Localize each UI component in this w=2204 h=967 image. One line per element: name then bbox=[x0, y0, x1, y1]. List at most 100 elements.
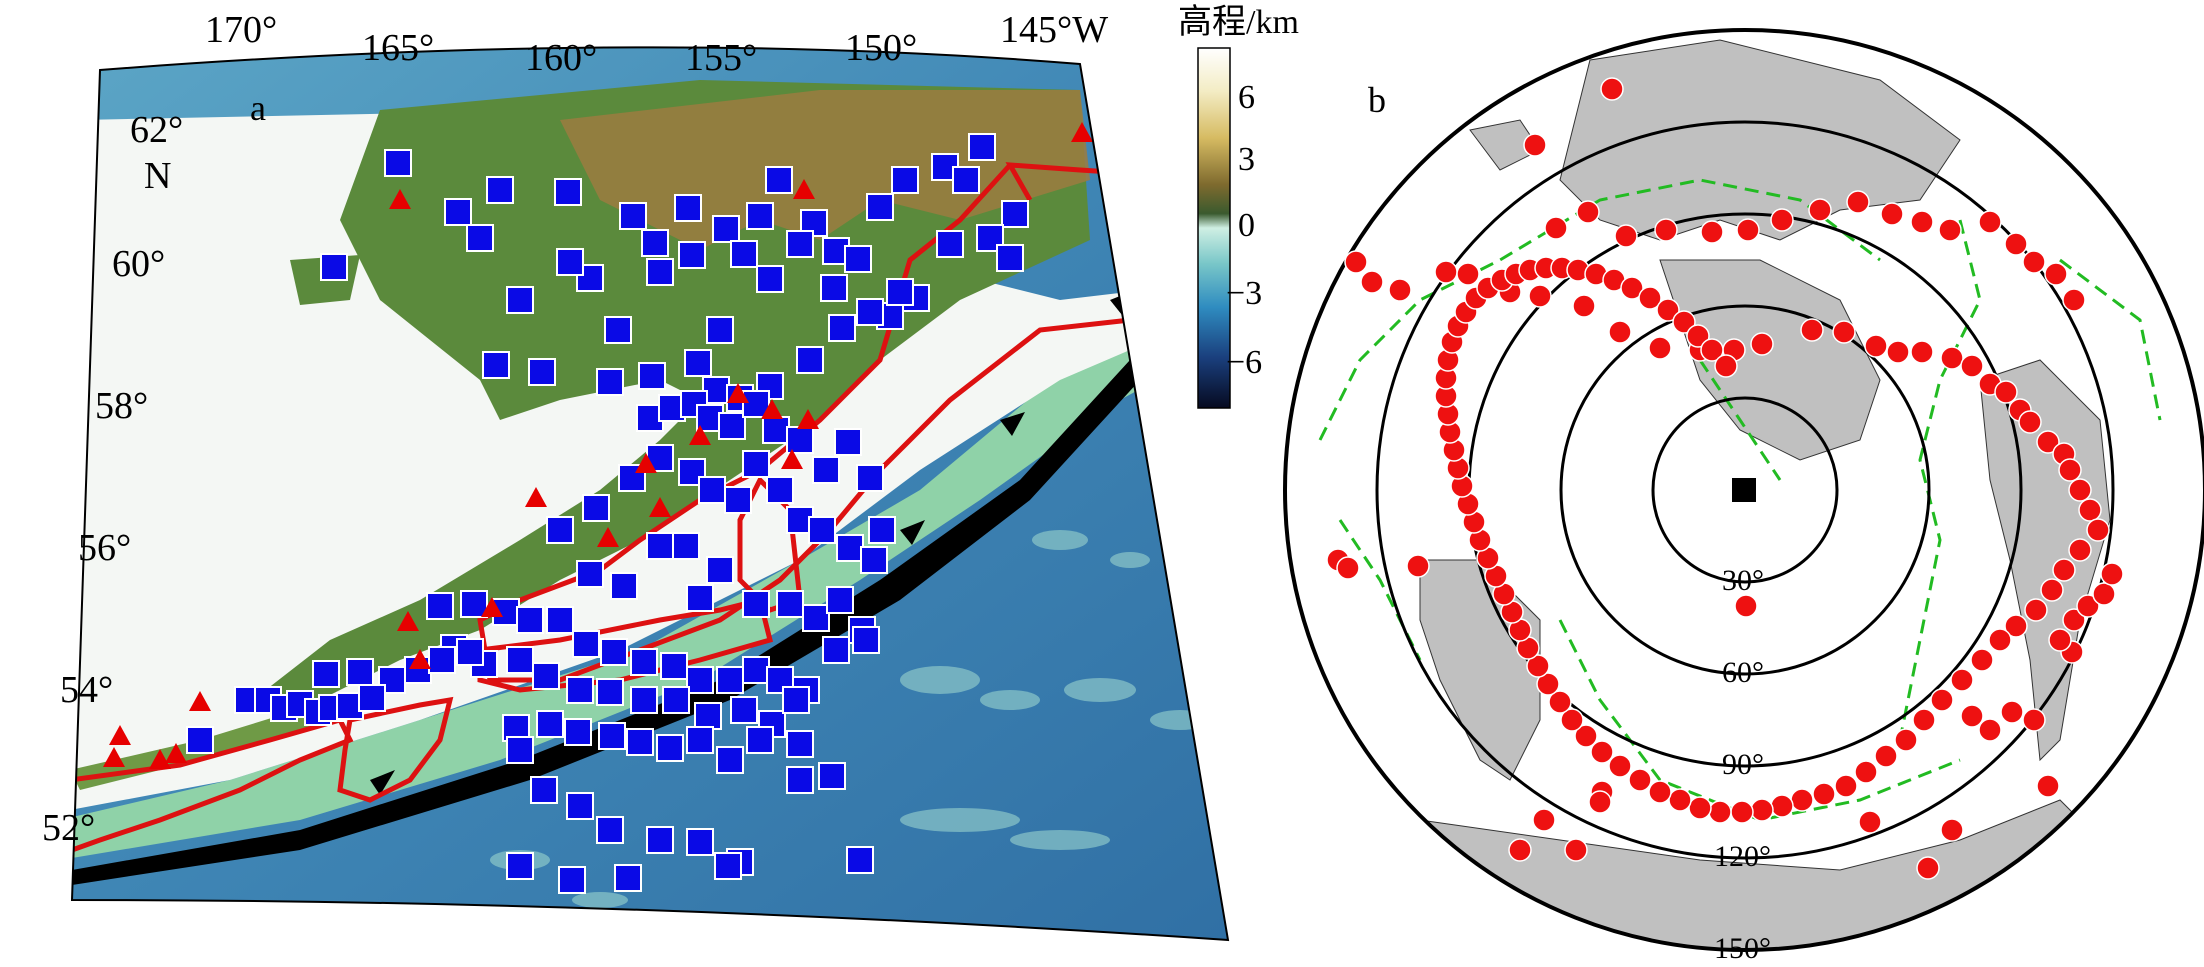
volcano-triangle-8 bbox=[635, 453, 657, 473]
lat-tick-54: 54° bbox=[60, 669, 113, 711]
event-circle-52 bbox=[2040, 578, 2064, 602]
event-circle-137 bbox=[2092, 582, 2116, 606]
station-square-47 bbox=[828, 314, 856, 342]
lon-tick-150: 150° bbox=[845, 27, 917, 69]
event-circle-23 bbox=[1434, 260, 1458, 284]
station-square-6 bbox=[576, 264, 604, 292]
station-square-65 bbox=[724, 486, 752, 514]
station-square-110 bbox=[694, 702, 722, 730]
event-circle-128 bbox=[1940, 818, 1964, 842]
station-square-100 bbox=[822, 636, 850, 664]
station-square-83 bbox=[802, 604, 830, 632]
event-circle-127 bbox=[1916, 856, 1940, 880]
event-circle-113 bbox=[1656, 298, 1680, 322]
event-circle-75 bbox=[1590, 740, 1614, 764]
station-square-93 bbox=[630, 648, 658, 676]
event-circle-111 bbox=[1620, 276, 1644, 300]
colorbar-tick-6: 6 bbox=[1238, 79, 1255, 116]
volcano-triangle-4 bbox=[525, 487, 547, 507]
station-square-20 bbox=[1001, 200, 1029, 228]
station-square-139 bbox=[506, 736, 534, 764]
lon-tick-155: 155° bbox=[685, 37, 757, 79]
station-square-97 bbox=[742, 656, 770, 684]
event-circle-115 bbox=[1686, 324, 1710, 348]
station-square-148 bbox=[614, 864, 642, 892]
event-circle-3 bbox=[1576, 200, 1600, 224]
ring-150 bbox=[1283, 28, 2204, 952]
event-circle-71 bbox=[1668, 788, 1692, 812]
station-square-41 bbox=[638, 362, 666, 390]
station-square-58 bbox=[812, 456, 840, 484]
station-square-5 bbox=[554, 178, 582, 206]
station-square-2 bbox=[320, 253, 348, 281]
station-square-78 bbox=[672, 532, 700, 560]
volcano-triangle-12 bbox=[481, 597, 503, 617]
event-circle-63 bbox=[1834, 774, 1858, 798]
event-circle-136 bbox=[2076, 594, 2100, 618]
event-circle-134 bbox=[2048, 628, 2072, 652]
event-circle-53 bbox=[2024, 598, 2048, 622]
event-circle-14 bbox=[1938, 218, 1962, 242]
lon-tick-170: 170° bbox=[205, 9, 277, 51]
station-square-146 bbox=[506, 852, 534, 880]
station-square-152 bbox=[846, 846, 874, 874]
event-circle-50 bbox=[2068, 538, 2092, 562]
event-circle-12 bbox=[1880, 202, 1904, 226]
colorbar-tick-3: 3 bbox=[1238, 141, 1255, 178]
event-circle-26 bbox=[1528, 284, 1552, 308]
volcano-triangle-15 bbox=[165, 743, 187, 763]
station-markers bbox=[186, 133, 1029, 894]
station-square-111 bbox=[730, 696, 758, 724]
station-square-136 bbox=[716, 746, 744, 774]
station-square-30 bbox=[786, 230, 814, 258]
event-circle-32 bbox=[1750, 332, 1774, 356]
event-circle-62 bbox=[1854, 760, 1878, 784]
event-circle-34 bbox=[1832, 320, 1856, 344]
ring-120 bbox=[1375, 120, 2115, 860]
volcano-triangle-17 bbox=[149, 749, 171, 769]
event-circle-140 bbox=[1858, 810, 1882, 834]
outline-lobe bbox=[337, 696, 454, 803]
station-square-127 bbox=[358, 684, 386, 712]
station-square-114 bbox=[312, 660, 340, 688]
event-circle-35 bbox=[1864, 334, 1888, 358]
event-circle-116 bbox=[1700, 338, 1724, 362]
station-square-89 bbox=[516, 606, 544, 634]
station-square-66 bbox=[742, 450, 770, 478]
event-circle-119 bbox=[1336, 556, 1360, 580]
event-circle-37 bbox=[1910, 340, 1934, 364]
panel-b-globe: 30° 60° 90° 120° 150° b bbox=[1283, 28, 2204, 965]
station-square-72 bbox=[868, 516, 896, 544]
station-square-128 bbox=[186, 726, 214, 754]
event-circle-28 bbox=[1608, 320, 1632, 344]
station-square-105 bbox=[532, 662, 560, 690]
station-square-37 bbox=[996, 244, 1024, 272]
station-square-147 bbox=[558, 866, 586, 894]
volcano-triangle-10 bbox=[761, 399, 783, 419]
station-square-79 bbox=[686, 584, 714, 612]
station-square-1 bbox=[384, 149, 412, 177]
event-circle-47 bbox=[2068, 478, 2092, 502]
station-square-140 bbox=[530, 776, 558, 804]
station-square-137 bbox=[746, 726, 774, 754]
event-circle-65 bbox=[1790, 788, 1814, 812]
station-square-91 bbox=[572, 630, 600, 658]
center-station bbox=[1732, 478, 1756, 502]
station-square-27 bbox=[706, 316, 734, 344]
event-circle-130 bbox=[1960, 704, 1984, 728]
ring-label-120: 120° bbox=[1714, 840, 1771, 873]
station-square-57 bbox=[786, 426, 814, 454]
station-square-46 bbox=[796, 346, 824, 374]
elevation-colorbar: 高程/km 6 3 0 −3 −6 bbox=[1178, 3, 1299, 409]
station-square-18 bbox=[952, 166, 980, 194]
station-square-106 bbox=[566, 676, 594, 704]
station-square-71 bbox=[860, 546, 888, 574]
station-square-12 bbox=[765, 166, 793, 194]
station-square-94 bbox=[660, 652, 688, 680]
event-circle-21 bbox=[1360, 270, 1384, 294]
event-circle-138 bbox=[2100, 562, 2124, 586]
station-square-138 bbox=[782, 686, 810, 714]
plate-boundary-2 bbox=[1898, 219, 1982, 741]
event-circle-10 bbox=[1808, 198, 1832, 222]
event-circle-1 bbox=[1600, 77, 1624, 101]
